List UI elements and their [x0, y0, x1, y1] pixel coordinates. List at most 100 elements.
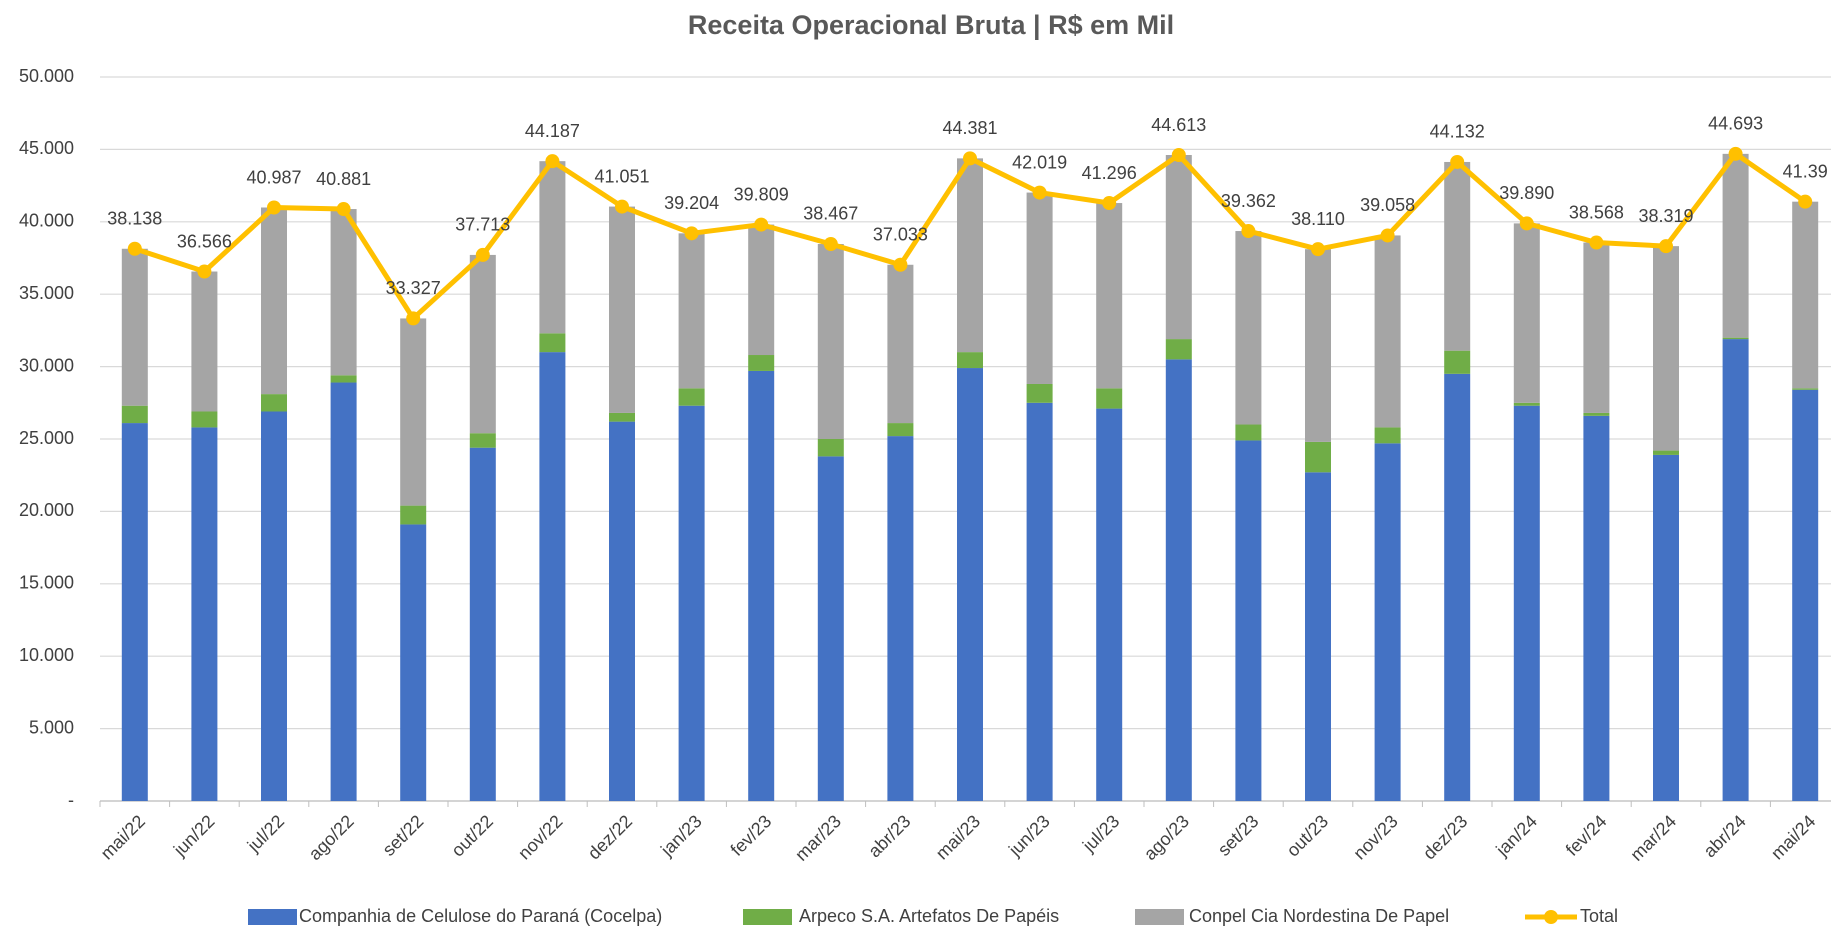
x-tick-label: nov/22: [514, 811, 566, 863]
x-tick-label: set/23: [1214, 811, 1263, 860]
bar: [1513, 223, 1540, 403]
bar: [1096, 388, 1123, 409]
total-point: [1032, 185, 1047, 200]
legend-swatch: [1135, 909, 1184, 925]
bar: [1374, 443, 1401, 801]
bar: [1653, 454, 1679, 801]
data-label: 44.132: [1430, 122, 1485, 142]
chart-title: Receita Operacional Bruta | R$ em Mil: [688, 10, 1174, 40]
bar: [678, 388, 705, 406]
x-tick-label: out/22: [447, 811, 497, 861]
bar: [400, 318, 427, 506]
x-tick-label: fev/24: [1562, 811, 1611, 860]
x-tick-label: mar/24: [1626, 811, 1680, 865]
data-label: 41.296: [1082, 163, 1137, 183]
bar: [1165, 359, 1192, 801]
bar: [1096, 408, 1123, 801]
x-tick-label: mar/23: [791, 811, 845, 865]
x-tick-label: dez/23: [1419, 811, 1471, 863]
bar: [887, 264, 914, 424]
bar: [1653, 246, 1679, 451]
bar: [1235, 440, 1262, 801]
x-tick-label: jan/24: [1491, 811, 1541, 861]
bar: [1305, 249, 1331, 442]
bar: [1444, 373, 1471, 801]
bar: [121, 405, 148, 424]
bar: [1026, 402, 1053, 801]
bar: [1722, 153, 1749, 338]
bar: [1374, 235, 1401, 428]
bar: [1583, 415, 1610, 801]
bar: [261, 411, 287, 801]
bar: [400, 505, 427, 525]
total-point: [1241, 224, 1256, 239]
bar: [1444, 161, 1471, 351]
total-point: [1380, 228, 1395, 243]
data-label: 44.693: [1708, 114, 1763, 134]
bar: [121, 423, 148, 801]
total-point: [475, 247, 490, 262]
bar: [1513, 402, 1540, 406]
legend-label: Companhia de Celulose do Paraná (Cocelpa…: [299, 906, 662, 926]
x-tick-label: mai/22: [97, 811, 149, 863]
bar: [1305, 472, 1331, 801]
bar: [817, 439, 844, 457]
bar: [330, 209, 357, 376]
bar: [1235, 424, 1262, 441]
data-label: 42.019: [1012, 152, 1067, 172]
data-label: 38.568: [1569, 202, 1624, 222]
y-tick-label: -: [68, 790, 74, 810]
bar: [1305, 441, 1331, 473]
bar: [1583, 242, 1610, 413]
legend-label: Arpeco S.A. Artefatos De Papéis: [799, 906, 1059, 926]
total-point: [1519, 216, 1534, 231]
y-tick-label: 40.000: [19, 211, 74, 231]
data-label: 41.051: [594, 166, 649, 186]
bar: [1722, 339, 1749, 801]
total-point: [1589, 235, 1604, 250]
bar: [330, 382, 357, 801]
bar: [1026, 383, 1053, 403]
bar: [400, 524, 427, 801]
bar: [539, 333, 566, 353]
data-label: 39.204: [664, 193, 719, 213]
total-point: [267, 200, 281, 215]
bar: [191, 271, 218, 412]
x-tick-label: jun/22: [169, 811, 219, 861]
bar: [1653, 450, 1679, 455]
legend-label: Conpel Cia Nordestina De Papel: [1189, 906, 1449, 926]
total-point: [1798, 194, 1813, 209]
bar: [957, 352, 983, 369]
bar: [817, 456, 844, 801]
bar: [330, 375, 357, 383]
bar: [469, 254, 496, 434]
bar: [469, 433, 496, 448]
x-tick-label: abr/24: [1700, 811, 1750, 861]
x-tick-label: abr/23: [864, 811, 914, 861]
bar: [1792, 201, 1819, 389]
bar: [1792, 389, 1819, 801]
bar: [469, 447, 496, 801]
data-label: 38.467: [803, 204, 858, 224]
total-point: [1450, 154, 1465, 169]
legend-swatch: [743, 909, 792, 925]
total-point: [127, 241, 142, 256]
bar: [1513, 405, 1540, 801]
x-tick-label: ago/23: [1140, 811, 1193, 864]
bar: [1165, 155, 1192, 340]
data-label: 39.058: [1360, 195, 1415, 215]
data-label: 39.809: [734, 184, 789, 204]
total-point: [823, 236, 838, 251]
y-tick-label: 50.000: [19, 66, 74, 86]
total-point: [545, 154, 560, 169]
y-tick-label: 35.000: [19, 283, 74, 303]
total-point: [963, 151, 977, 166]
y-tick-label: 45.000: [19, 138, 74, 158]
bar: [1374, 427, 1401, 444]
x-tick-label: jun/23: [1004, 811, 1054, 861]
data-label: 38.319: [1638, 206, 1693, 226]
x-tick-label: mai/23: [932, 811, 984, 863]
total-point: [1171, 148, 1186, 163]
bar: [1722, 337, 1749, 340]
